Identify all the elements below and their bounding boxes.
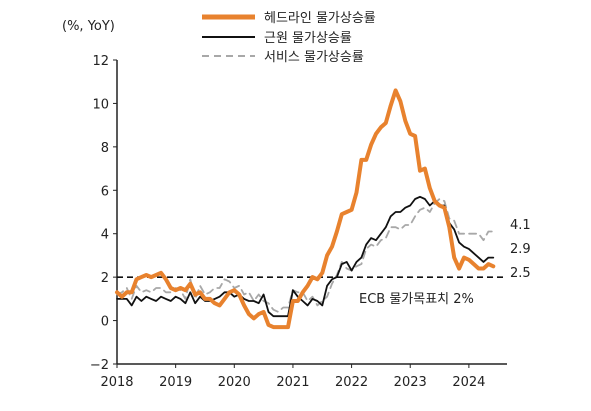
y-tick-label: 2 [101, 271, 109, 286]
x-tick-label: 2022 [335, 375, 368, 390]
ecb-target-label: ECB 물가목표치 2% [359, 292, 474, 307]
legend-label-services: 서비스 물가상승률 [264, 50, 364, 65]
y-tick-label: −2 [90, 358, 109, 373]
y-tick-label: 10 [92, 97, 109, 112]
y-tick-label: 4 [101, 228, 109, 243]
y-tick-label: 8 [101, 141, 109, 156]
series-lines [115, 88, 496, 330]
end-label-services: 4.1 [510, 218, 531, 233]
y-tick-label: 0 [101, 315, 109, 330]
legend-label-headline: 헤드라인 물가상승률 [264, 11, 376, 26]
legend: 헤드라인 물가상승률 근원 물가상승률 서비스 물가상승률 [202, 11, 376, 65]
y-ticks: 12 10 8 6 4 2 0 −2 [90, 54, 117, 373]
x-tick-label: 2020 [218, 375, 251, 390]
axes [116, 60, 507, 365]
x-tick-label: 2019 [159, 375, 192, 390]
legend-label-core: 근원 물가상승률 [264, 31, 352, 46]
x-tick-label: 2023 [394, 375, 427, 390]
end-label-core: 2.9 [510, 242, 531, 257]
core-line [116, 195, 495, 318]
x-ticks: 2018 2019 2020 2021 2022 2023 2024 [100, 364, 485, 390]
y-tick-label: 6 [101, 184, 109, 199]
y-tick-label: 12 [92, 54, 109, 69]
x-tick-label: 2024 [452, 375, 485, 390]
x-tick-label: 2021 [276, 375, 309, 390]
end-label-headline: 2.5 [510, 266, 531, 281]
y-unit-label: (%, YoY) [62, 19, 115, 34]
headline-line [115, 88, 496, 330]
x-tick-label: 2018 [100, 375, 133, 390]
